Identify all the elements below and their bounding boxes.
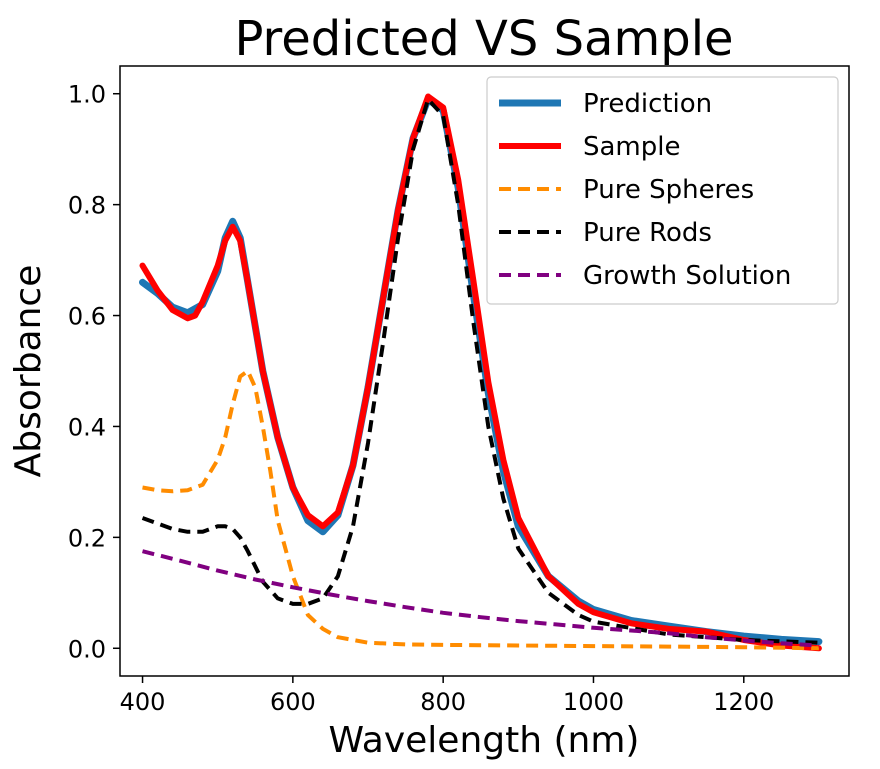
legend-label-pure-rods: Pure Rods bbox=[583, 218, 712, 248]
y-tick-label: 1.0 bbox=[68, 81, 106, 109]
legend-label-prediction: Prediction bbox=[583, 89, 712, 119]
legend-label-sample: Sample bbox=[583, 132, 681, 162]
series-line-pure-spheres bbox=[142, 369, 819, 651]
x-tick-label: 1200 bbox=[713, 688, 774, 716]
y-tick-label: 0.6 bbox=[68, 303, 106, 331]
x-tick-label: 1000 bbox=[563, 688, 624, 716]
y-tick-label: 0.8 bbox=[68, 192, 106, 220]
chart-title: Predicted VS Sample bbox=[234, 11, 733, 67]
y-axis: 0.0 0.2 0.4 0.6 0.8 1.0 bbox=[68, 81, 120, 663]
x-tick-label: 600 bbox=[270, 688, 316, 716]
legend-frame bbox=[486, 76, 839, 305]
series-line-growth-solution bbox=[142, 549, 820, 648]
legend: Prediction Sample Pure Spheres Pure Rods Gro… bbox=[486, 76, 839, 305]
legend-label-pure-spheres: Pure Spheres bbox=[583, 175, 754, 205]
series-line-pure-rods bbox=[141, 97, 819, 645]
x-axis-title: Wavelength (nm) bbox=[329, 720, 640, 761]
series-line-sample bbox=[139, 93, 822, 652]
x-axis: 400 600 800 1000 1200 bbox=[120, 676, 774, 716]
axes-frame bbox=[119, 65, 850, 677]
y-tick-label: 0.0 bbox=[68, 635, 106, 663]
x-tick-label: 400 bbox=[120, 688, 166, 716]
legend-label-growth-solution: Growth Solution bbox=[583, 261, 791, 291]
plot-area bbox=[139, 93, 823, 652]
y-tick-label: 0.4 bbox=[68, 413, 106, 441]
x-tick-label: 800 bbox=[420, 688, 466, 716]
y-axis-title: Absorbance bbox=[8, 265, 49, 478]
y-tick-label: 0.2 bbox=[68, 524, 106, 552]
